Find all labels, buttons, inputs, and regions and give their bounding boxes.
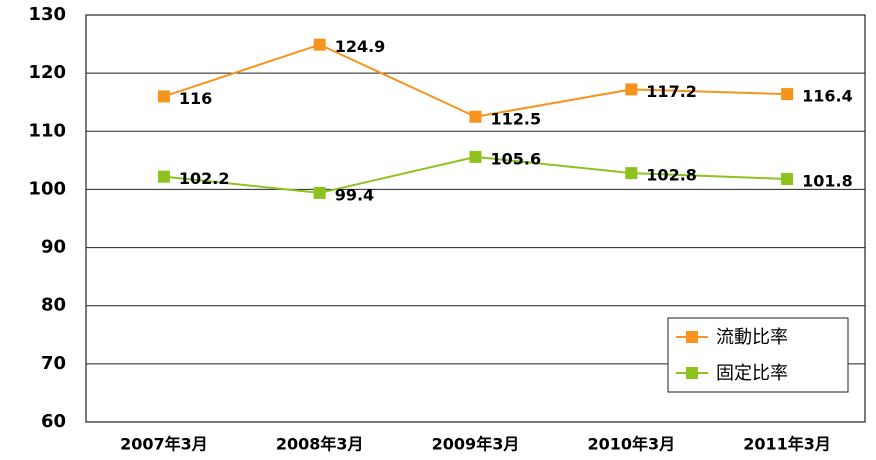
- x-tick-label: 2009年3月: [432, 435, 520, 454]
- marker: [157, 90, 170, 103]
- marker: [781, 88, 794, 101]
- marker: [625, 83, 638, 96]
- legend-marker: [686, 367, 698, 379]
- data-label: 99.4: [335, 185, 374, 204]
- y-tick-label: 100: [28, 178, 66, 199]
- marker: [625, 167, 638, 180]
- marker: [469, 110, 482, 123]
- marker: [781, 172, 794, 185]
- x-tick-label: 2011年3月: [743, 435, 831, 454]
- legend-box: [667, 317, 849, 393]
- y-tick-label: 120: [28, 62, 66, 83]
- x-tick-label: 2010年3月: [587, 435, 675, 454]
- legend-label: 固定比率: [716, 363, 788, 384]
- x-tick-label: 2008年3月: [276, 435, 364, 454]
- y-tick-label: 80: [41, 295, 66, 316]
- data-label: 102.8: [646, 166, 697, 185]
- y-tick-label: 110: [28, 120, 66, 141]
- data-label: 105.6: [491, 149, 542, 168]
- data-label: 124.9: [335, 37, 386, 56]
- y-tick-label: 130: [28, 4, 66, 25]
- y-tick-label: 90: [41, 237, 66, 258]
- y-tick-label: 70: [41, 353, 66, 374]
- y-tick-label: 60: [41, 411, 66, 432]
- marker: [157, 170, 170, 183]
- legend-label: 流動比率: [716, 327, 788, 348]
- marker: [313, 38, 326, 51]
- data-label: 102.2: [179, 169, 230, 188]
- data-label: 101.8: [802, 171, 853, 190]
- data-label: 116: [179, 89, 212, 108]
- data-label: 112.5: [491, 109, 542, 128]
- data-label: 116.4: [802, 87, 853, 106]
- marker: [313, 186, 326, 199]
- marker: [469, 150, 482, 163]
- x-tick-label: 2007年3月: [120, 435, 208, 454]
- data-label: 117.2: [646, 82, 697, 101]
- legend-marker: [686, 331, 698, 343]
